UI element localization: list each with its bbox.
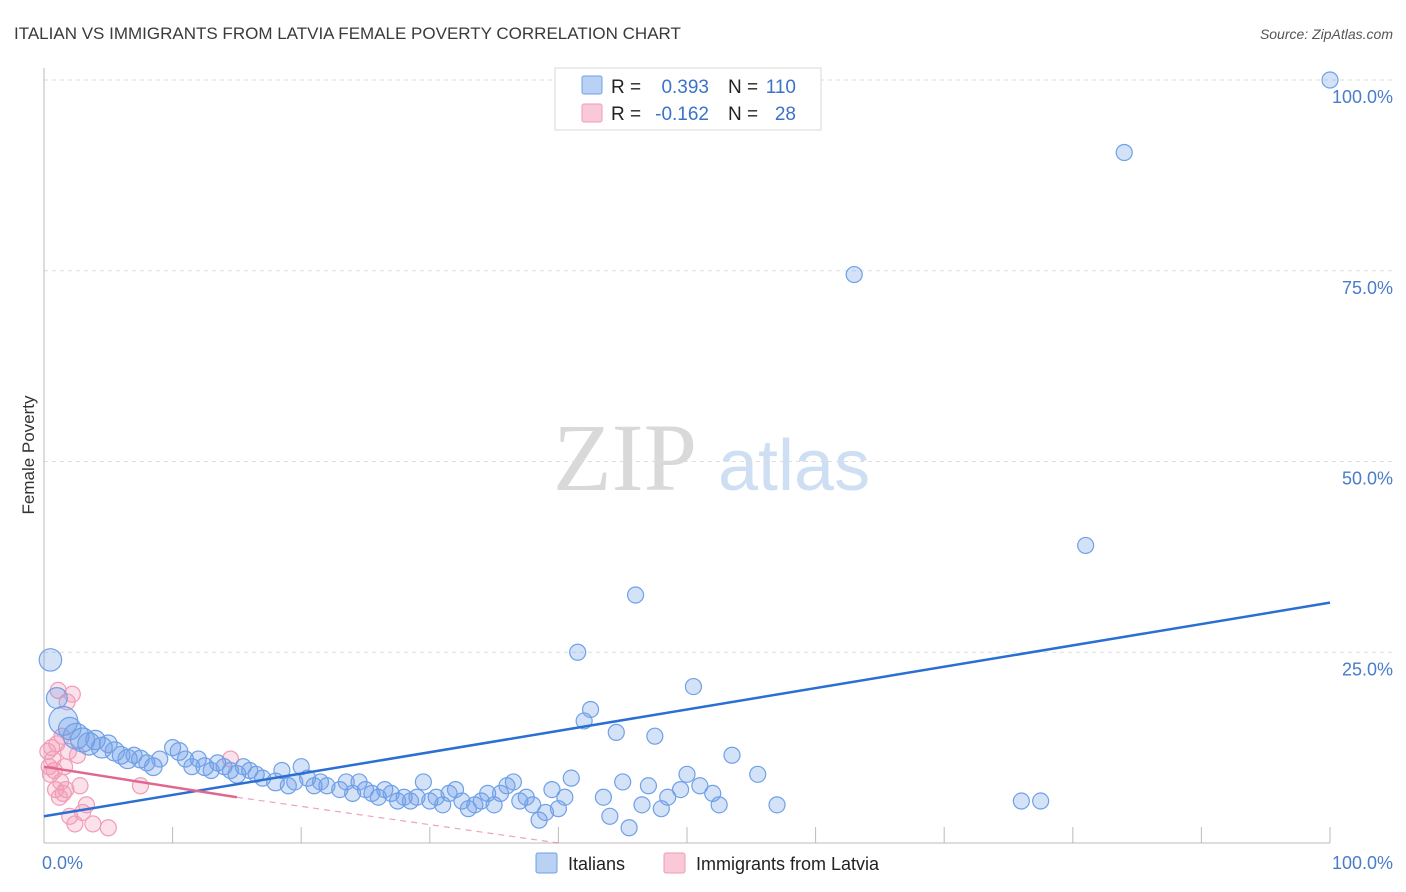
y-tick-label-1: 75.0%	[1342, 278, 1393, 298]
watermark: ZIP atlas	[553, 404, 870, 511]
italians-point-107	[1321, 71, 1339, 89]
tick-labels: 100.0% 75.0% 50.0% 25.0% 0.0% 100.0%	[42, 87, 1393, 873]
italians-point-27	[221, 761, 240, 780]
italians-point-81	[581, 700, 600, 719]
italians-point-87	[626, 586, 645, 604]
italians-point-93	[671, 780, 690, 799]
legend-label-latvia: Immigrants from Latvia	[696, 854, 880, 874]
italians-point-100	[749, 765, 767, 783]
italians-point-104	[1032, 792, 1050, 810]
stats-latvia-n-label: N =	[728, 104, 758, 125]
italians-point-78	[562, 769, 580, 787]
latvia-point-24	[84, 815, 102, 833]
italians-point-79	[569, 643, 587, 661]
italians-point-1	[45, 687, 68, 710]
stats-italians-r-value: 0.393	[661, 77, 709, 98]
gridlines	[44, 79, 1392, 653]
italians-point-18	[164, 739, 182, 757]
italians-point-98	[710, 796, 728, 814]
latvia-point-18	[63, 685, 81, 703]
latvia-point-14	[57, 780, 75, 799]
italians-point-88	[633, 796, 651, 814]
italians-point-94	[678, 765, 696, 783]
latvia-point-13	[55, 758, 74, 776]
stats-latvia-n-value: 28	[775, 104, 796, 125]
italians-point-13	[125, 746, 143, 764]
bottom-legend: Italians Immigrants from Latvia	[535, 852, 880, 874]
italians-point-22	[189, 750, 207, 768]
y-tick-label-0: 100.0%	[1332, 87, 1393, 107]
italians-point-11	[111, 745, 131, 765]
latvia-trend-line	[43, 765, 238, 799]
italians-point-34	[273, 761, 291, 780]
italians-point-41	[318, 777, 336, 795]
x-tick-label-0: 0.0%	[42, 853, 83, 873]
italians-point-95	[684, 677, 703, 696]
stats-italians-n-value: 110	[766, 77, 796, 98]
italians-point-106	[1115, 143, 1133, 162]
series-italians-points	[38, 71, 1339, 837]
italians-point-103	[1012, 792, 1030, 810]
italians-point-92	[659, 788, 677, 806]
italians-point-4	[62, 722, 90, 750]
italians-point-84	[607, 723, 625, 741]
y-tick-label-2: 50.0%	[1342, 469, 1393, 489]
italians-point-54	[408, 788, 426, 806]
italians-point-74	[536, 803, 555, 822]
italians-point-86	[620, 819, 638, 837]
stats-italians-n-label: N =	[728, 77, 758, 98]
italians-point-102	[845, 265, 863, 284]
trend-lines	[43, 601, 1331, 844]
italians-point-15	[138, 754, 156, 772]
latvia-point-21	[71, 777, 89, 795]
legend-swatch-italians	[535, 852, 558, 874]
latvia-point-25	[99, 819, 117, 837]
stats-italians-r-label: R =	[611, 77, 641, 98]
italians-point-85	[614, 773, 632, 791]
stats-swatch-italians	[581, 75, 603, 95]
italians-point-101	[768, 796, 786, 814]
stats-swatch-latvia	[581, 103, 603, 123]
italians-point-77	[556, 788, 574, 806]
watermark-atlas: atlas	[718, 426, 870, 506]
legend-swatch-latvia	[663, 852, 686, 874]
y-tick-label-3: 25.0%	[1342, 659, 1393, 679]
italians-point-82	[594, 788, 613, 806]
italians-point-90	[646, 727, 664, 745]
italians-point-89	[639, 777, 658, 795]
italians-point-72	[524, 796, 542, 814]
italians-point-17	[151, 750, 169, 768]
axes	[43, 68, 1331, 844]
italians-point-75	[543, 780, 561, 799]
chart-title: ITALIAN VS IMMIGRANTS FROM LATVIA FEMALE…	[14, 24, 681, 43]
italians-point-55	[414, 773, 432, 791]
italians-point-96	[691, 777, 709, 795]
stats-latvia-r-label: R =	[611, 104, 641, 125]
chart-source: Source: ZipAtlas.com	[1260, 26, 1393, 42]
stats-legend: R = 0.393 N = 110 R = -0.162 N = 28	[554, 67, 822, 131]
italians-point-83	[601, 807, 619, 825]
legend-label-italians: Italians	[568, 854, 625, 874]
italians-point-0	[38, 648, 63, 672]
watermark-zip: ZIP	[553, 404, 697, 511]
italians-point-105	[1077, 536, 1095, 555]
italians-point-99	[723, 746, 741, 764]
stats-latvia-r-value: -0.162	[655, 104, 709, 125]
x-tick-label-1: 100.0%	[1332, 853, 1393, 873]
italians-point-69	[504, 773, 522, 791]
italians-trend-line	[43, 601, 1331, 818]
y-axis-label: Female Poverty	[19, 395, 38, 515]
